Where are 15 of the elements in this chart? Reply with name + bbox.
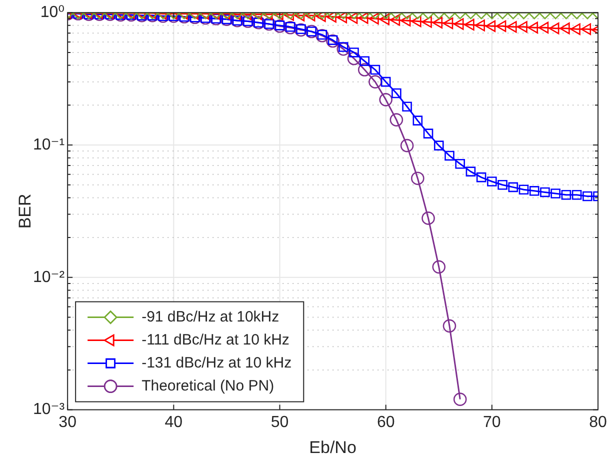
x-tick-label: 50 — [270, 414, 289, 431]
legend-label: Theoretical (No PN) — [142, 377, 274, 394]
legend-label: -91 dBc/Hz at 10kHz — [142, 308, 280, 326]
legend-label: -111 dBc/Hz at 10 kHz — [142, 331, 290, 348]
x-tick-label: 70 — [483, 414, 501, 431]
legend-label: -131 dBc/Hz at 10 kHz — [142, 354, 292, 372]
y-tick-label: 10⁻² — [32, 268, 66, 286]
x-tick-label: 60 — [376, 414, 395, 431]
x-tick-label: 80 — [589, 414, 607, 431]
x-tick-label: 30 — [58, 414, 77, 431]
y-axis-title: BER — [16, 194, 35, 229]
y-tick-label: 10⁻¹ — [32, 136, 65, 154]
x-axis-title: Eb/No — [309, 438, 356, 458]
x-tick-label: 40 — [164, 414, 183, 431]
y-tick-label: 10⁰ — [40, 4, 65, 22]
